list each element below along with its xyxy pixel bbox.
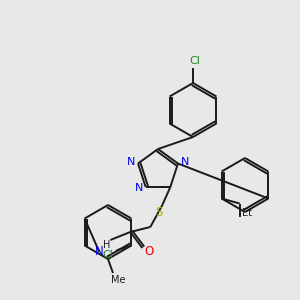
Text: Me: Me [111,275,125,285]
Text: S: S [156,206,163,220]
Text: Cl: Cl [102,250,113,260]
Text: O: O [145,245,154,259]
Text: N: N [134,183,143,193]
Text: N: N [95,245,104,259]
Text: Et: Et [242,208,252,218]
Text: N: N [181,157,189,166]
Text: N: N [127,157,135,166]
Text: H: H [103,240,110,250]
Text: Cl: Cl [190,56,200,66]
